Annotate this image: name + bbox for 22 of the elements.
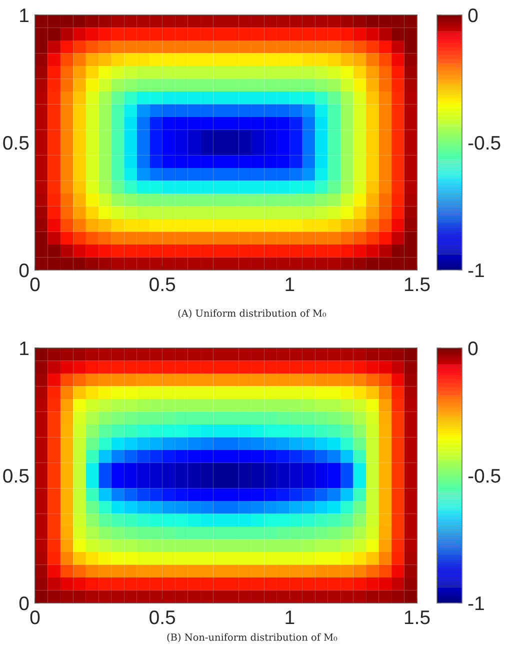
x-tick-label: 0.5 xyxy=(150,277,176,292)
x-tick-label: 0.5 xyxy=(150,610,176,624)
y-tick-label: 0.5 xyxy=(3,468,29,483)
text: (B) Non-uniform distribution of M₀ xyxy=(167,633,338,642)
x-tick-label: 1 xyxy=(286,610,294,624)
x-tick-label: 0 xyxy=(30,277,40,292)
x-tick-label: 0 xyxy=(30,610,40,624)
x-tick-label: 1.5 xyxy=(404,278,430,292)
x-tick-label: 1.5 xyxy=(404,610,430,624)
color-bar-label: 0 xyxy=(468,8,478,22)
y-tick-label: 0 xyxy=(19,263,29,278)
color-bar-label: -0.5 xyxy=(468,468,500,483)
y-tick-label: 0.5 xyxy=(3,136,29,150)
y-tick-label: 0 xyxy=(19,596,29,610)
y-tick-label: 1 xyxy=(20,342,28,356)
color-bar-label: -1 xyxy=(468,596,484,610)
text: (A) Uniform distribution of M₀ xyxy=(178,309,326,318)
color-bar-label: 0 xyxy=(468,341,478,356)
x-tick-label: 1 xyxy=(286,278,294,292)
color-bar-label: -0.5 xyxy=(468,136,500,150)
color-bar-label: -1 xyxy=(468,264,484,278)
y-tick-label: 1 xyxy=(20,8,28,22)
